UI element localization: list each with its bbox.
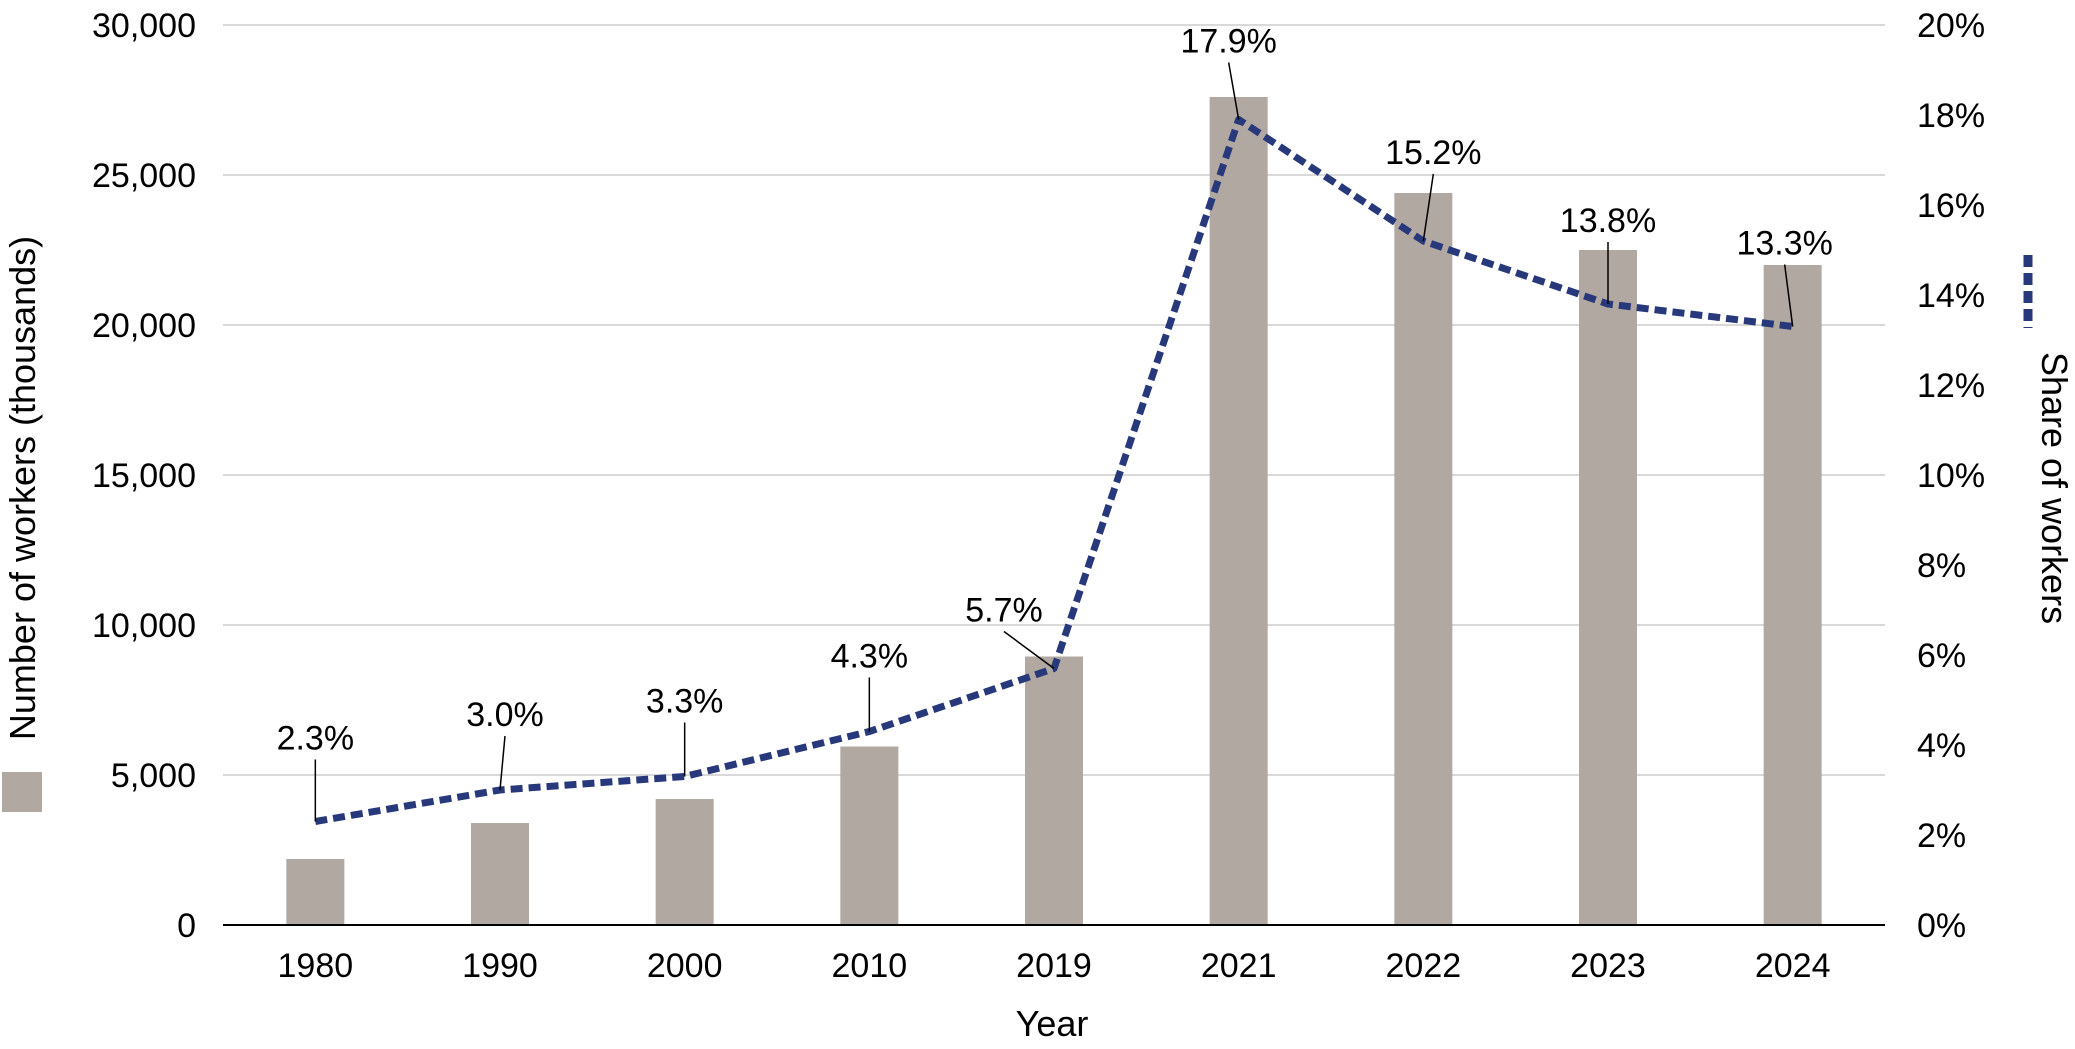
y-tick-label-right: 10%	[1917, 457, 1985, 495]
y-tick-label-left: 0	[177, 907, 196, 945]
data-label: 13.3%	[1736, 225, 1832, 263]
bar-series	[286, 97, 1822, 925]
bar	[1025, 656, 1083, 925]
data-label: 3.3%	[646, 683, 724, 721]
y-tick-label-right: 0%	[1917, 907, 1966, 945]
data-label: 17.9%	[1180, 23, 1276, 61]
data-label-leader	[1422, 173, 1435, 242]
data-label: 3.0%	[466, 696, 544, 734]
x-tick-label: 2019	[1016, 947, 1092, 985]
data-label: 13.8%	[1560, 202, 1656, 240]
data-label: 15.2%	[1385, 134, 1481, 172]
x-tick-label: 2024	[1755, 947, 1831, 985]
bar	[840, 746, 899, 925]
y-tick-label-left: 25,000	[92, 157, 196, 195]
y-tick-label-left: 15,000	[92, 457, 196, 495]
data-label: 4.3%	[831, 638, 909, 676]
x-tick-label: 2021	[1201, 947, 1277, 985]
x-axis-title: Year	[1016, 1003, 1089, 1044]
y-tick-label-right: 14%	[1917, 277, 1985, 315]
y-axis-right: 0% 2% 4% 6% 8% 10% 12% 14% 16% 18% 20%	[1917, 7, 1985, 945]
bar	[471, 823, 529, 925]
y-tick-label-left: 10,000	[92, 607, 196, 645]
bar	[1209, 97, 1268, 925]
y-tick-label-right: 12%	[1917, 367, 1985, 405]
x-axis: 1980 1990 2000 2010 2019 2021 2022 2023 2024	[223, 924, 1885, 985]
y-axis-right-title: Share of workers	[2034, 352, 2075, 624]
y-tick-label-right: 6%	[1917, 637, 1966, 675]
y-tick-label-left: 30,000	[92, 7, 196, 45]
y-tick-label-right: 4%	[1917, 727, 1966, 765]
x-tick-label: 1990	[462, 947, 538, 985]
y-tick-label-right: 18%	[1917, 97, 1985, 135]
data-label-leader	[1783, 264, 1794, 327]
data-label-leader	[1227, 62, 1240, 120]
data-label-leader	[499, 735, 506, 791]
y-axis-left-title: Number of workers (thousands)	[2, 236, 43, 740]
x-tick-label: 1980	[278, 947, 354, 985]
legend-swatch-bars	[2, 772, 42, 812]
y-tick-label-left: 5,000	[111, 757, 196, 795]
y-tick-label-right: 8%	[1917, 547, 1966, 585]
y-axis-left: 0 5,000 10,000 15,000 20,000 25,000 30,000	[92, 7, 196, 945]
y-tick-label-left: 20,000	[92, 307, 196, 345]
y-tick-label-right: 16%	[1917, 187, 1985, 225]
data-label: 5.7%	[965, 592, 1043, 630]
data-label-leader	[1003, 630, 1055, 670]
x-tick-label: 2023	[1570, 947, 1646, 985]
y-axis-left-title-group: Number of workers (thousands)	[2, 236, 43, 812]
data-label: 2.3%	[277, 720, 355, 758]
x-tick-label: 2022	[1386, 947, 1462, 985]
bar	[655, 799, 714, 925]
data-labels: 2.3% 3.0% 3.3% 4.3% 5.7% 17.9% 15.2% 13.8% 13.3%	[277, 23, 1833, 822]
bar	[1763, 265, 1822, 925]
bar	[286, 859, 345, 925]
y-axis-right-title-group: Share of workers	[2023, 255, 2075, 624]
bar	[1394, 193, 1453, 925]
y-tick-label-right: 20%	[1917, 7, 1985, 45]
bar	[1579, 250, 1637, 925]
y-tick-label-right: 2%	[1917, 817, 1966, 855]
x-tick-label: 2000	[647, 947, 723, 985]
x-tick-label: 2010	[832, 947, 908, 985]
